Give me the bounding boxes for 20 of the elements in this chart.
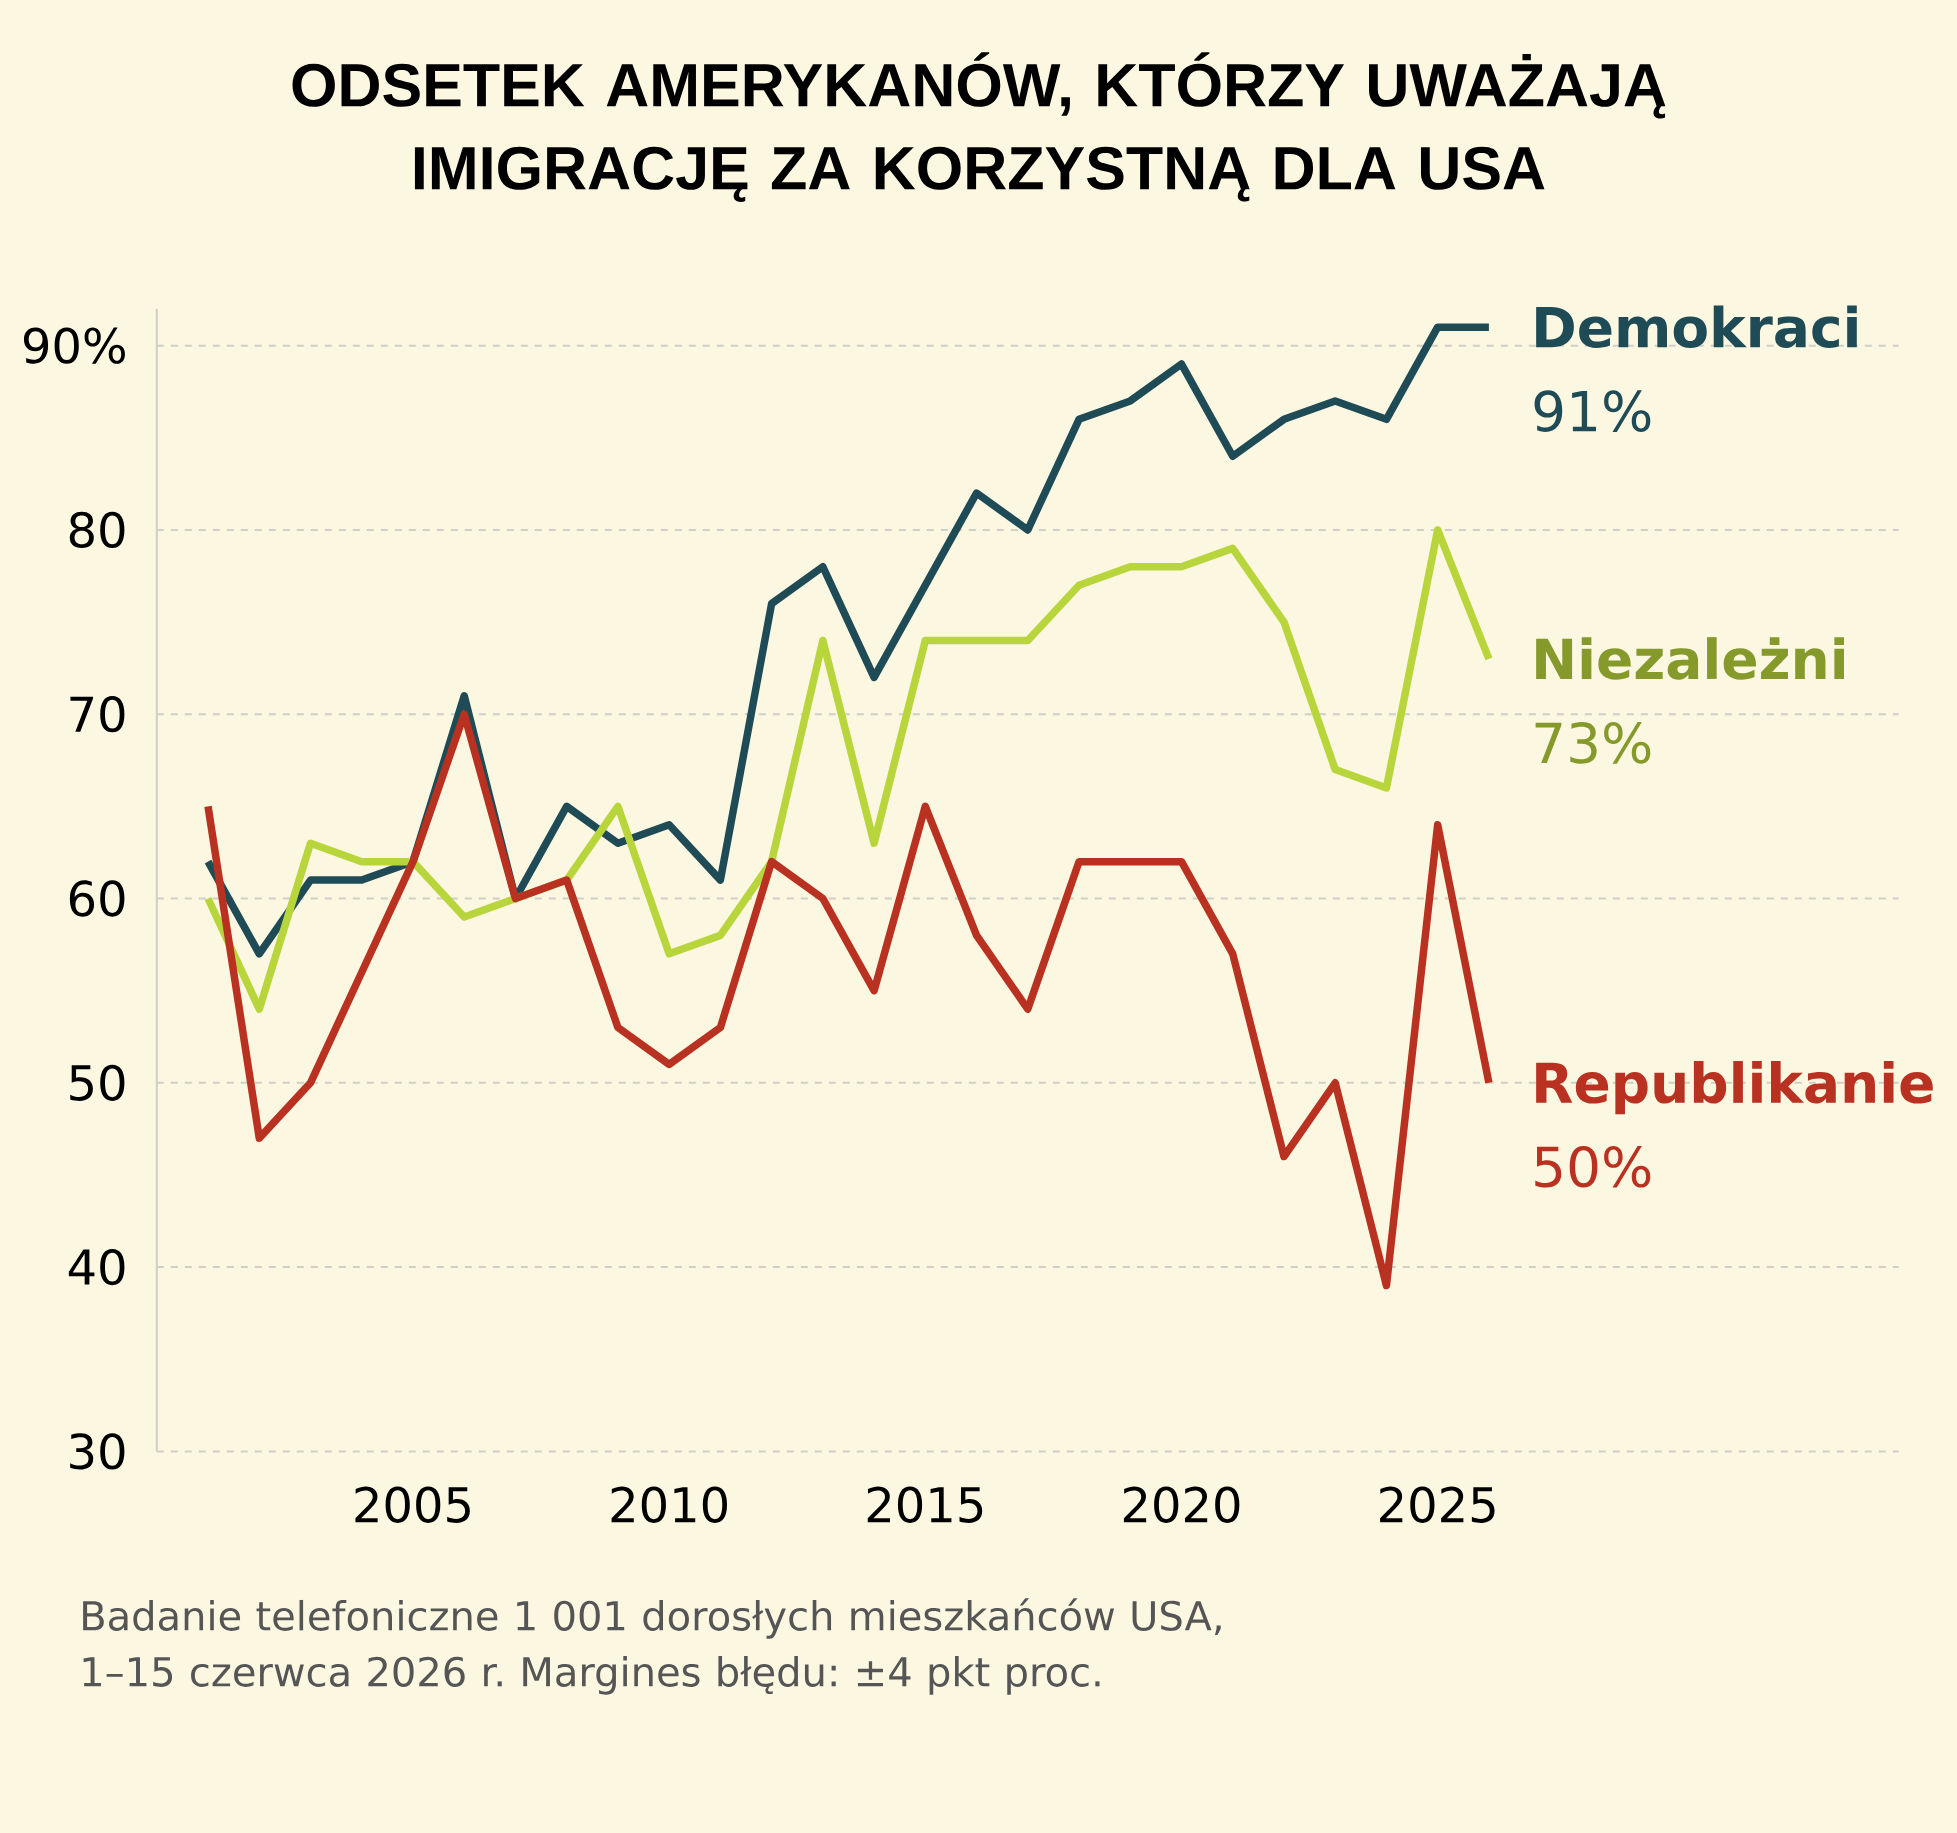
y-tick-label: 40 — [68, 1248, 125, 1286]
data-label: 73% — [1535, 722, 1651, 764]
y-tick-label: 30 — [70, 1433, 125, 1470]
chart-title: ODSETEK AMERYKANÓW, KTÓRZY UWAŻAJĄ IMIGRACJĘ ZA KORZYSTNĄ DLA USA — [292, 52, 1666, 202]
y-tick-label: 80 — [69, 511, 125, 549]
x-tick-label: 2020 — [1123, 1486, 1240, 1523]
y-tick-label: 70 — [70, 696, 125, 733]
y-tick-label: 90% — [23, 327, 125, 364]
x-tick-label: 2015 — [867, 1486, 983, 1523]
x-tick-label: 2025 — [1380, 1486, 1495, 1523]
data-label: 50% — [1535, 1145, 1651, 1188]
text: Badanie telefoniczne 1 001 dorosłych mieszkańców USA, 1–15 czerwca 2026 r. Margines błędu: ±4 pkt proc. — [83, 1598, 1221, 1695]
data-label: 91% — [1534, 390, 1651, 432]
series-label: Niezależni — [1536, 637, 1844, 680]
series-label: Demokraci — [1536, 305, 1857, 348]
x-tick-label: 2005 — [355, 1486, 470, 1523]
x-tick-label: 2010 — [611, 1486, 728, 1523]
series-label: Republikanie — [1536, 1061, 1933, 1115]
y-tick-label: 50 — [70, 1064, 125, 1101]
y-tick-label: 60 — [69, 880, 125, 917]
